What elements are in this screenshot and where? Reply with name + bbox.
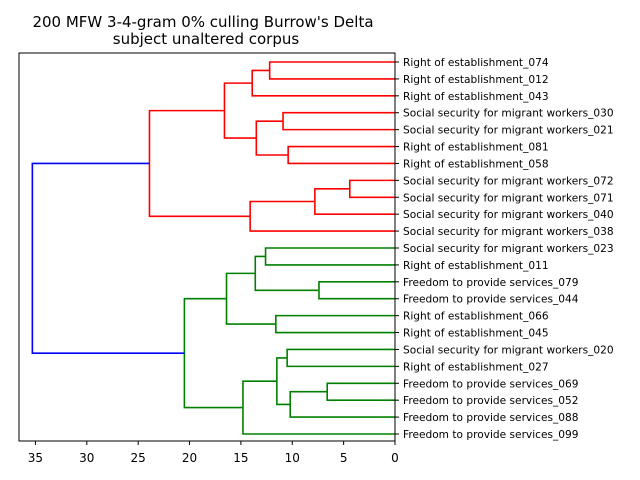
x-tick-label: 0: [391, 451, 399, 465]
dendrogram-link-m16: [286, 348, 395, 368]
plot-frame: [18, 52, 396, 442]
dendrogram-link-m11: [264, 247, 395, 266]
leaf-label: Social security for migrant workers_020: [403, 344, 614, 356]
dendrogram-link-m10: [148, 109, 251, 218]
dendrogram-link-m4: [287, 145, 395, 165]
leaf-label: Freedom to provide services_052: [403, 395, 579, 407]
leaf-label: Freedom to provide services_044: [403, 294, 579, 306]
x-tick-label: 15: [233, 451, 248, 465]
leaf-label: Social security for migrant workers_023: [403, 243, 614, 255]
dendrogram-link-m7: [348, 179, 395, 199]
dendrogram-link-m12: [318, 281, 395, 300]
dendrogram-link-m22: [31, 162, 185, 354]
x-axis: 35 30 25 20 15 10 5 0: [28, 441, 399, 465]
dendrogram-link-m14: [275, 314, 395, 334]
leaf-label: Right of establishment_058: [403, 158, 549, 170]
x-tick-label: 10: [285, 451, 300, 465]
dendrogram-links: [31, 61, 395, 435]
leaf-labels: Right of establishment_074 Right of estab…: [395, 57, 614, 441]
leaf-label: Right of establishment_081: [403, 142, 549, 154]
dendrogram-link-m19: [276, 357, 291, 406]
leaf-label: Right of establishment_012: [403, 74, 549, 86]
leaf-label: Social security for migrant workers_040: [403, 209, 614, 221]
dendrogram-link-m20: [242, 380, 395, 435]
leaf-label: Right of establishment_043: [403, 91, 549, 103]
chart-title: 200 MFW 3-4-gram 0% culling Burrow's Del…: [32, 13, 373, 31]
leaf-label: Freedom to provide services_069: [403, 378, 579, 390]
leaf-label: Freedom to provide services_079: [403, 277, 579, 289]
leaf-label: Freedom to provide services_088: [403, 412, 579, 424]
dendrogram-link-m21: [183, 297, 243, 409]
dendrogram-link-m3: [282, 111, 395, 131]
dendrogram-link-m1: [268, 61, 395, 80]
leaf-label: Social security for migrant workers_021: [403, 125, 614, 137]
dendrogram-link-m2: [251, 69, 395, 97]
dendrogram-link-m8: [314, 188, 395, 215]
leaf-label: Social security for migrant workers_030: [403, 108, 614, 120]
x-tick-label: 35: [28, 451, 43, 465]
leaf-label: Social security for migrant workers_072: [403, 175, 614, 187]
dendrogram-link-m17: [326, 382, 395, 401]
dendrogram-link-m15: [225, 272, 276, 325]
leaf-label: Social security for migrant workers_038: [403, 226, 614, 238]
chart-subtitle: subject unaltered corpus: [113, 30, 300, 48]
leaf-label: Right of establishment_074: [403, 57, 549, 69]
x-tick-label: 20: [182, 451, 197, 465]
leaf-label: Right of establishment_011: [403, 260, 549, 272]
dendrogram-link-m18: [289, 390, 395, 418]
leaf-label: Social security for migrant workers_071: [403, 192, 614, 204]
leaf-label: Right of establishment_027: [403, 361, 549, 373]
dendrogram-link-m9: [249, 200, 395, 232]
x-tick-label: 5: [340, 451, 348, 465]
x-tick-label: 30: [79, 451, 94, 465]
leaf-label: Freedom to provide services_099: [403, 429, 579, 441]
x-tick-label: 25: [131, 451, 146, 465]
leaf-label: Right of establishment_066: [403, 311, 549, 323]
leaf-label: Right of establishment_045: [403, 328, 549, 340]
